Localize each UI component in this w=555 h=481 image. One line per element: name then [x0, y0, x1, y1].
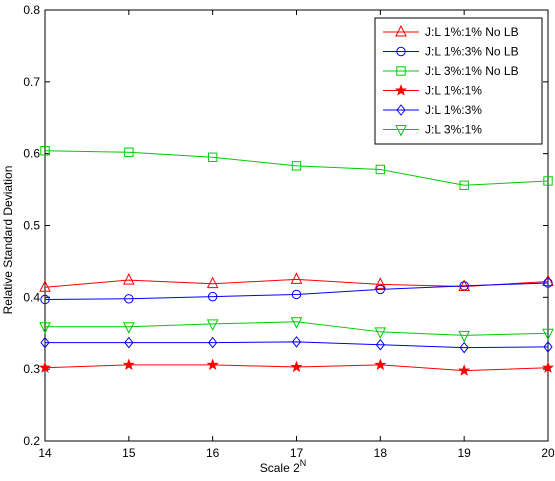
y-tick-label: 0.7 — [23, 75, 40, 89]
x-tick-label: 17 — [290, 446, 304, 460]
legend-entry: J:L 1%:1% No LB — [383, 24, 519, 39]
series-line — [44, 278, 549, 288]
data-point-marker — [541, 361, 555, 373]
y-tick-label: 0.4 — [23, 290, 40, 304]
legend-entry: J:L 3%:1% No LB — [383, 64, 519, 78]
y-tick-label: 0.8 — [23, 3, 40, 17]
y-tick-label: 0.6 — [23, 147, 40, 161]
data-point-marker — [124, 147, 134, 157]
data-point-marker — [291, 289, 302, 300]
series-3 — [40, 146, 553, 190]
data-point-marker — [40, 294, 50, 305]
data-point-marker — [290, 360, 303, 373]
data-point-marker — [290, 317, 303, 329]
data-point-marker — [206, 276, 219, 289]
data-point-marker — [542, 274, 554, 287]
legend-label: J:L 1%:1% No LB — [425, 25, 519, 39]
series-5 — [40, 336, 553, 354]
series-line — [44, 150, 549, 186]
data-point-marker — [374, 327, 387, 339]
data-point-marker — [291, 161, 302, 171]
x-tick-labels: 14 15 16 17 18 19 20 — [38, 446, 555, 460]
data-point-marker — [374, 358, 387, 371]
legend-label: J:L 3%:1% No LB — [425, 64, 519, 78]
data-point-marker — [375, 284, 386, 295]
data-point-marker — [458, 364, 471, 376]
data-point-marker — [375, 338, 385, 351]
plot-axes — [44, 9, 549, 442]
data-point-marker — [206, 358, 219, 371]
legend-marker — [396, 46, 406, 57]
series-2 — [40, 278, 553, 305]
data-point-marker — [40, 146, 50, 156]
y-tick-label: 0.5 — [23, 219, 40, 233]
x-tick-label: 15 — [122, 446, 136, 460]
data-point-marker — [374, 277, 387, 289]
data-point-marker — [123, 272, 135, 285]
data-point-marker — [124, 294, 134, 304]
y-tick-label: 0.3 — [23, 362, 40, 376]
legend-label: J:L 1%:1% — [425, 84, 482, 98]
data-point-marker — [458, 330, 470, 343]
x-tick-label: 14 — [38, 446, 52, 460]
data-point-marker — [208, 336, 218, 349]
series-lines — [38, 146, 555, 376]
data-point-marker — [375, 164, 386, 175]
series-1 — [39, 272, 554, 292]
data-point-marker — [39, 322, 51, 334]
legend-entry: J:L 1%:3% — [383, 103, 482, 117]
series-line — [45, 341, 549, 349]
legend-marker — [396, 104, 406, 116]
data-point-marker — [291, 336, 302, 348]
data-point-marker — [123, 322, 135, 334]
legend-label: J:L 3%:1% — [425, 123, 482, 137]
legend-marker — [396, 66, 406, 76]
legend-marker — [395, 125, 407, 137]
legend-label: J:L 1%:3% — [425, 103, 482, 117]
data-point-marker — [207, 152, 218, 162]
legend-marker — [395, 24, 407, 37]
data-point-marker — [459, 341, 469, 354]
legend-marker — [394, 84, 408, 96]
legend-entry: J:L 1%:3% No LB — [383, 45, 519, 59]
y-tick-labels: 0.2 0.3 0.4 0.5 0.6 0.7 0.8 — [23, 3, 40, 448]
legend-label: J:L 1%:3% No LB — [425, 45, 519, 59]
x-tick-label: 20 — [541, 446, 555, 460]
data-point-marker — [39, 280, 51, 292]
x-tick-label: 19 — [457, 446, 471, 460]
x-tick-label: 16 — [206, 446, 220, 460]
data-point-marker — [124, 336, 134, 349]
data-point-marker — [207, 291, 218, 302]
series-line — [44, 282, 549, 300]
data-point-marker — [122, 358, 135, 371]
data-point-marker — [543, 176, 553, 186]
data-point-marker — [543, 341, 553, 353]
y-axis-label: Relative Standard Deviation — [1, 166, 15, 315]
data-point-marker — [290, 272, 303, 284]
data-point-marker — [206, 319, 219, 332]
x-tick-label: 18 — [374, 446, 388, 460]
legend-entry: J:L 1%:1% — [383, 84, 482, 98]
data-point-marker — [459, 281, 469, 291]
series-line — [45, 321, 549, 336]
data-point-marker — [542, 328, 554, 341]
series-4 — [38, 358, 555, 376]
data-point-marker — [38, 361, 52, 373]
legend: J:L 1%:1% No LB J:L 1%:3% No LB J:L 3%:1% … — [374, 17, 543, 145]
x-axis-label: Scale 2N — [260, 458, 307, 475]
x-axis-label-base: Scale 2 — [260, 461, 300, 475]
data-point-marker — [543, 278, 553, 288]
y-tick-label: 0.2 — [23, 434, 40, 448]
data-point-marker — [459, 180, 469, 190]
x-axis-label-superscript: N — [300, 458, 307, 468]
legend-entry: J:L 3%:1% — [383, 123, 482, 137]
series-6 — [39, 317, 554, 343]
legend-box — [374, 17, 543, 145]
data-point-marker — [40, 336, 50, 349]
